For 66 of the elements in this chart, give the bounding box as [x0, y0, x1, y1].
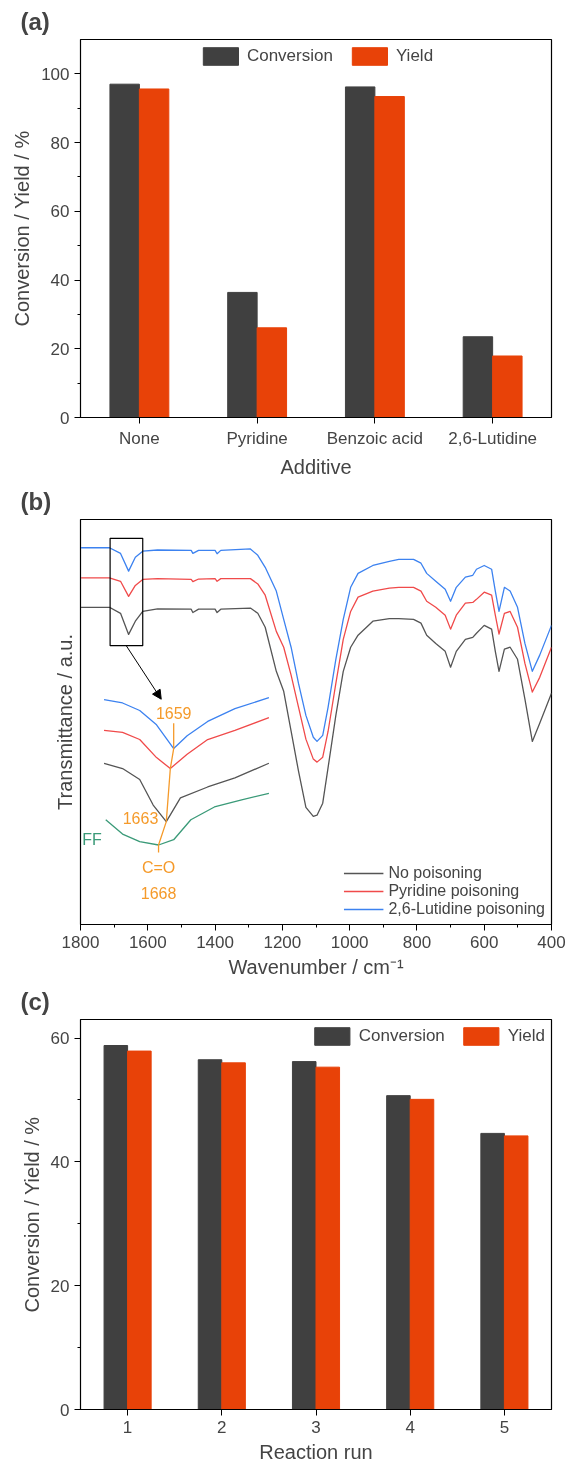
x-tick-label: None — [119, 428, 160, 448]
bar — [127, 1050, 152, 1410]
x-tick-label: 800 — [402, 932, 432, 952]
x-tick-label: 2 — [217, 1417, 227, 1437]
x-tick-label: 600 — [470, 932, 499, 952]
x-tick-label: 1400 — [196, 932, 234, 952]
bar — [503, 1135, 529, 1410]
legend-label: Pyridine poisoning — [388, 882, 520, 900]
y-tick-label: 0 — [60, 1400, 70, 1420]
x-tick-label: 4 — [405, 1417, 415, 1437]
y-axis-title: Conversion / Yield / % — [11, 130, 34, 327]
chart-title: (a) — [20, 7, 50, 35]
bar — [480, 1132, 505, 1410]
x-tick-label: 1800 — [61, 932, 100, 952]
annotation: 1663 — [122, 809, 159, 827]
bar — [221, 1062, 246, 1410]
x-axis-title: Reaction run — [259, 1440, 373, 1463]
y-tick-label: 100 — [41, 64, 70, 84]
x-tick-label: 1 — [122, 1417, 133, 1437]
bar — [386, 1095, 411, 1410]
y-tick-label: 40 — [50, 271, 70, 291]
y-tick-label: 20 — [50, 1276, 70, 1296]
bar — [227, 291, 258, 418]
x-axis-title: Wavenumber / cm⁻¹ — [228, 955, 404, 978]
x-tick-label: 400 — [537, 932, 566, 952]
bar — [103, 1045, 129, 1410]
bar — [291, 1061, 317, 1410]
x-tick-label: Benzoic acid — [326, 428, 424, 448]
bar — [344, 86, 376, 418]
legend-label: Yield — [507, 1026, 545, 1046]
annotation: 1659 — [155, 704, 192, 722]
bar — [374, 96, 405, 418]
bar — [409, 1098, 435, 1410]
x-tick-label: 3 — [311, 1417, 321, 1437]
chart-title: (c) — [20, 987, 50, 1015]
y-tick-label: 0 — [60, 408, 70, 428]
y-tick-label: 60 — [50, 1029, 70, 1049]
bar — [492, 355, 523, 418]
annotation: C=O — [141, 859, 176, 877]
x-tick-label: 1000 — [330, 932, 369, 952]
y-axis-title: Conversion / Yield / % — [20, 1116, 43, 1313]
legend-label: 2,6-Lutidine poisoning — [388, 900, 545, 918]
x-tick-label: 2,6-Lutidine — [448, 428, 538, 448]
x-tick-label: 1200 — [263, 932, 302, 952]
bar — [138, 88, 170, 418]
x-axis-title: Additive — [280, 455, 352, 478]
y-tick-label: 60 — [50, 202, 70, 222]
y-tick-label: 40 — [50, 1152, 70, 1172]
bar — [462, 336, 494, 418]
annotation: FF — [82, 831, 102, 849]
y-tick-label: 80 — [50, 133, 70, 153]
legend-label: Yield — [395, 46, 434, 66]
y-axis-title: Transmittance / a.u. — [53, 634, 76, 810]
bar — [256, 327, 288, 418]
annotation: 1668 — [140, 884, 177, 902]
legend-label: Conversion — [358, 1026, 445, 1046]
legend-label: No poisoning — [388, 864, 482, 882]
legend-label: Conversion — [246, 46, 333, 66]
y-tick-label: 20 — [50, 339, 70, 359]
chart-title: (b) — [20, 487, 52, 515]
x-tick-label: 5 — [499, 1417, 510, 1437]
bar — [315, 1066, 341, 1410]
bar — [109, 83, 140, 418]
bar — [197, 1059, 223, 1410]
x-tick-label: 1600 — [128, 932, 167, 952]
x-tick-label: Pyridine — [226, 428, 288, 448]
